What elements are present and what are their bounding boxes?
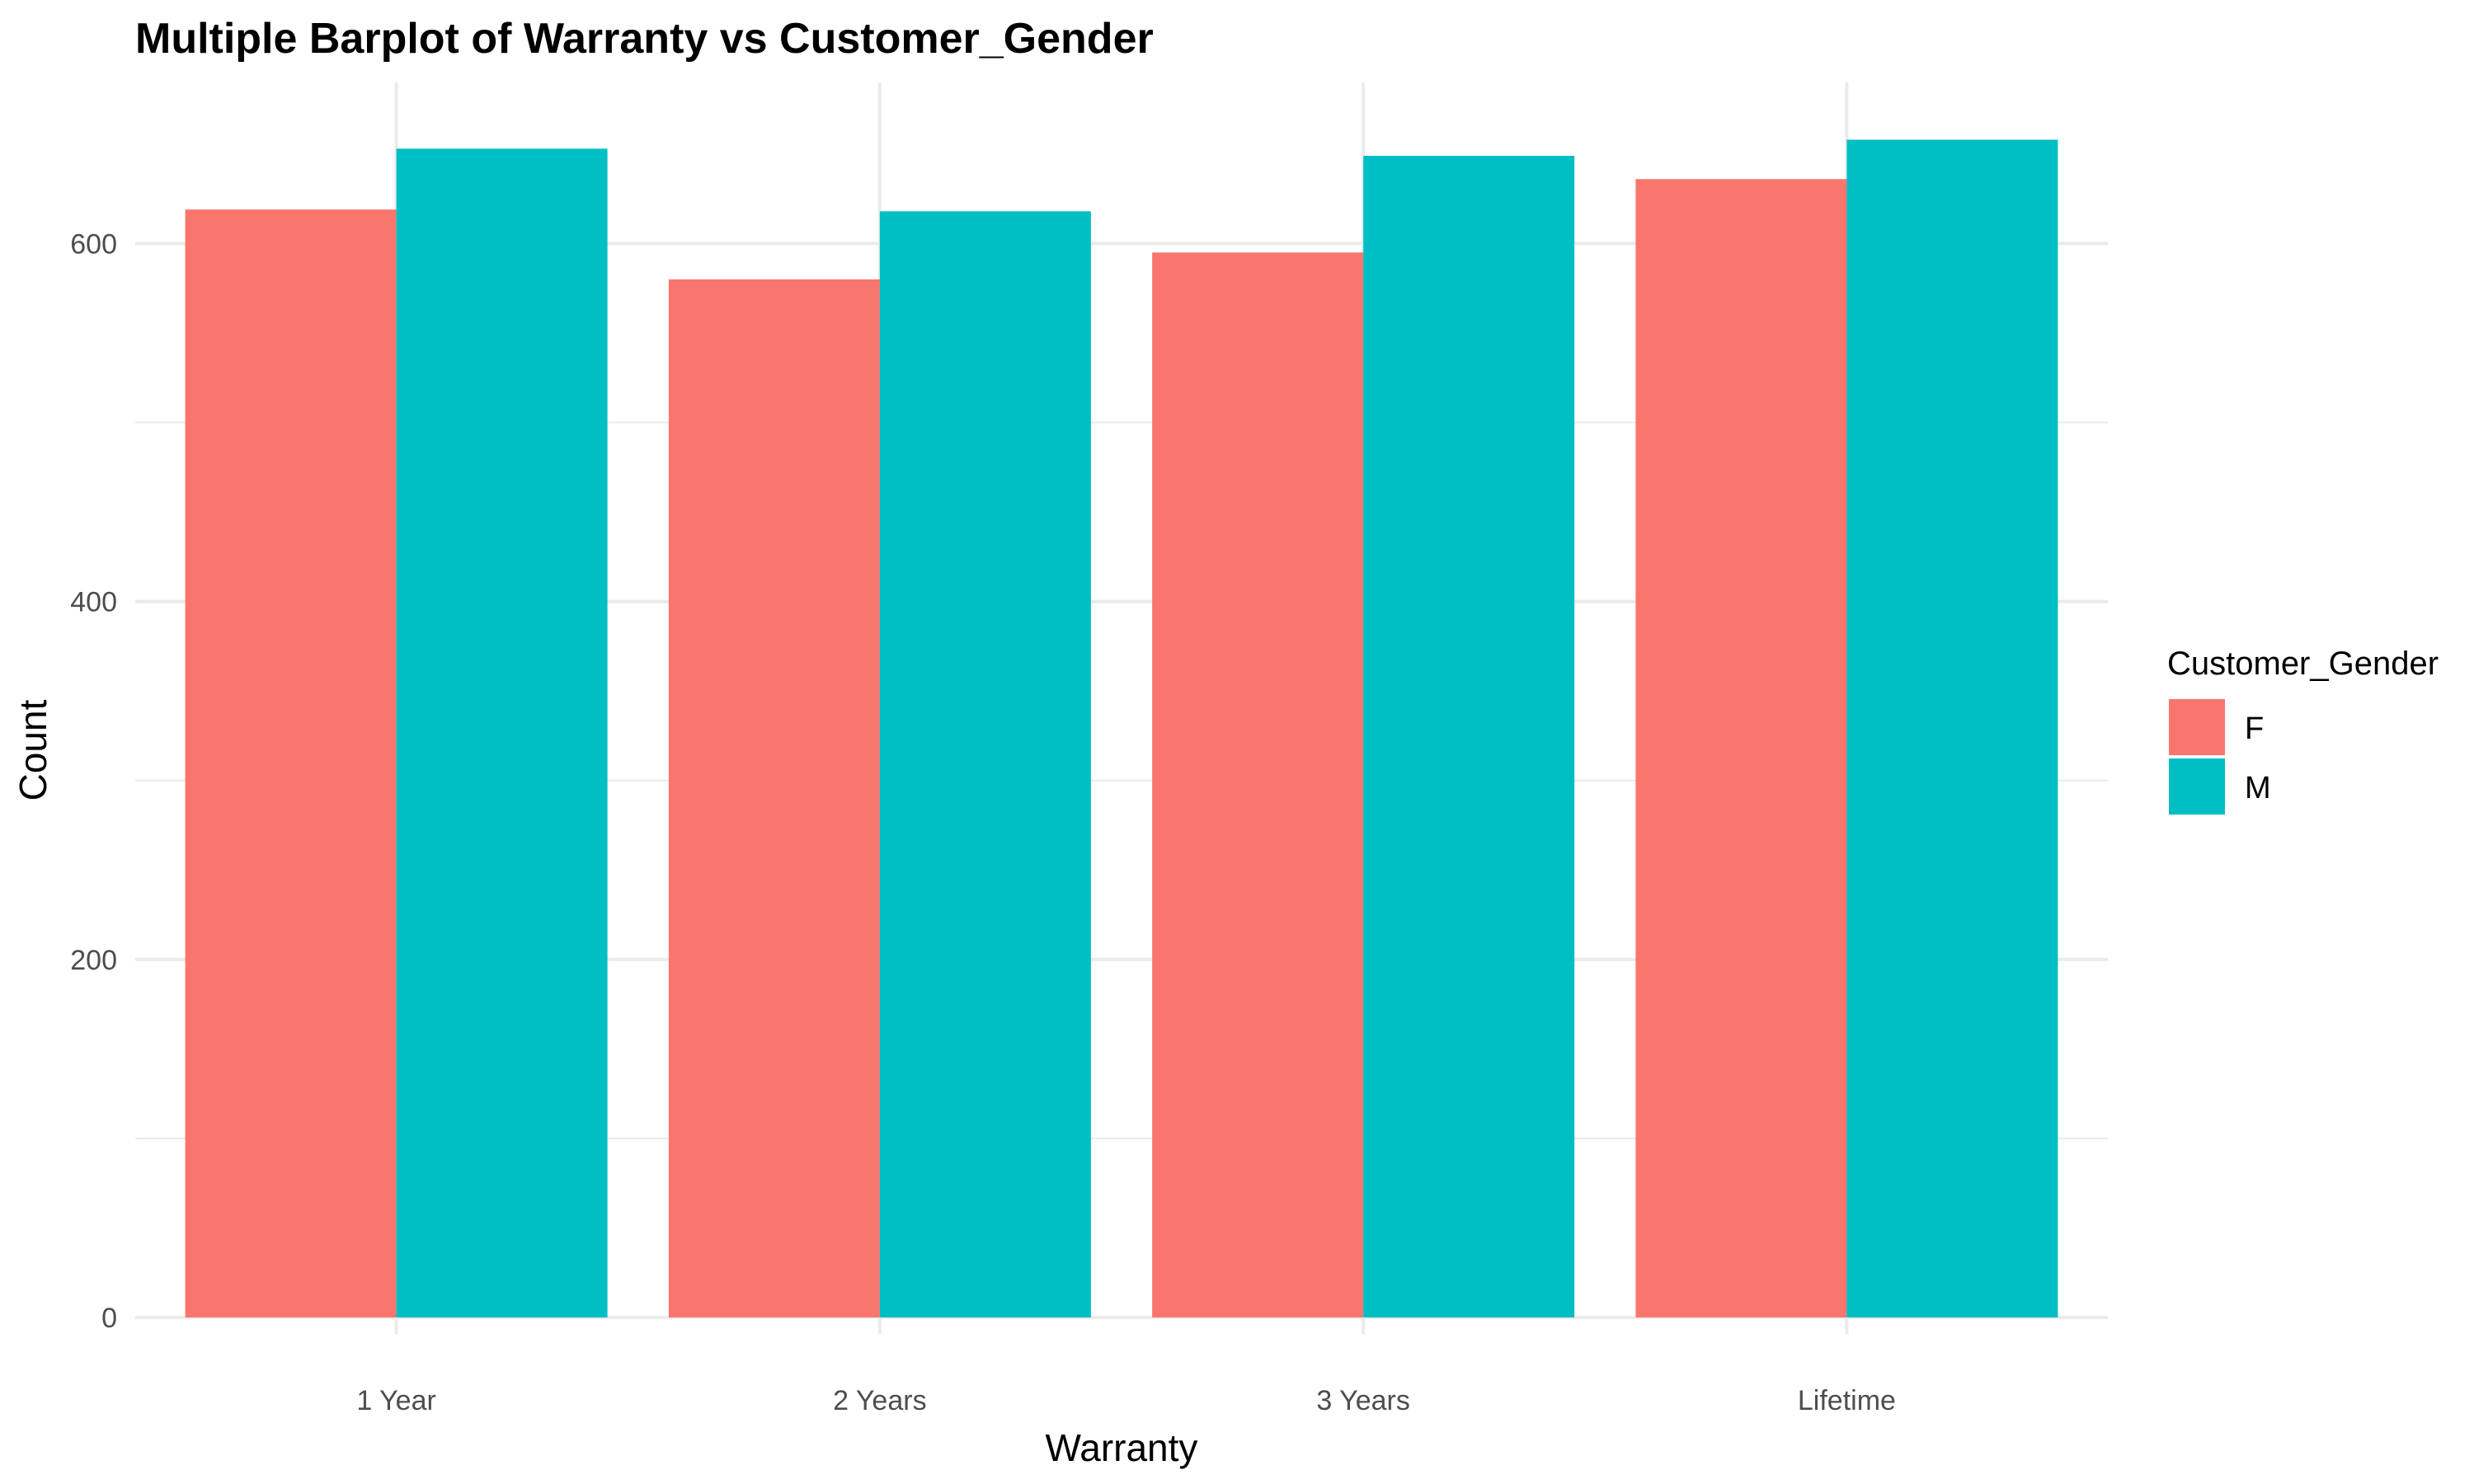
legend: Customer_Gender FM <box>2167 646 2439 815</box>
y-tick-label: 600 <box>70 228 117 260</box>
y-tick-label: 200 <box>70 945 117 976</box>
bar-f-1-year <box>185 209 397 1317</box>
y-tick-labels: 0 200 400 600 <box>70 228 117 1334</box>
legend-title: Customer_Gender <box>2167 646 2439 682</box>
bar-f-2-years <box>668 279 880 1318</box>
chart-title: Multiple Barplot of Warranty vs Customer… <box>135 15 1154 63</box>
x-tick-label: Lifetime <box>1798 1385 1896 1416</box>
x-tick-label: 2 Years <box>833 1385 926 1416</box>
x-tick-label: 1 Year <box>356 1385 435 1416</box>
bar-m-lifetime <box>1846 139 2058 1318</box>
legend-label-m: M <box>2245 771 2271 805</box>
bar-m-2-years <box>879 211 1091 1318</box>
bar-f-lifetime <box>1635 179 1847 1318</box>
y-axis-title: Count <box>12 699 54 801</box>
bar-m-3-years <box>1363 156 1575 1317</box>
legend-swatch-m <box>2169 758 2225 815</box>
legend-label-f: F <box>2245 711 2264 746</box>
y-tick-label: 400 <box>70 587 117 618</box>
bar-m-1-year <box>396 148 608 1318</box>
x-axis-title: Warranty <box>1046 1426 1198 1469</box>
x-tick-labels: 1 Year 2 Years 3 Years Lifetime <box>356 1385 1896 1416</box>
legend-items: FM <box>2169 699 2271 815</box>
bar-f-3-years <box>1152 252 1364 1318</box>
legend-swatch-f <box>2169 699 2225 755</box>
x-tick-label: 3 Years <box>1316 1385 1409 1416</box>
y-tick-label: 0 <box>101 1303 117 1334</box>
bars <box>185 139 2058 1318</box>
